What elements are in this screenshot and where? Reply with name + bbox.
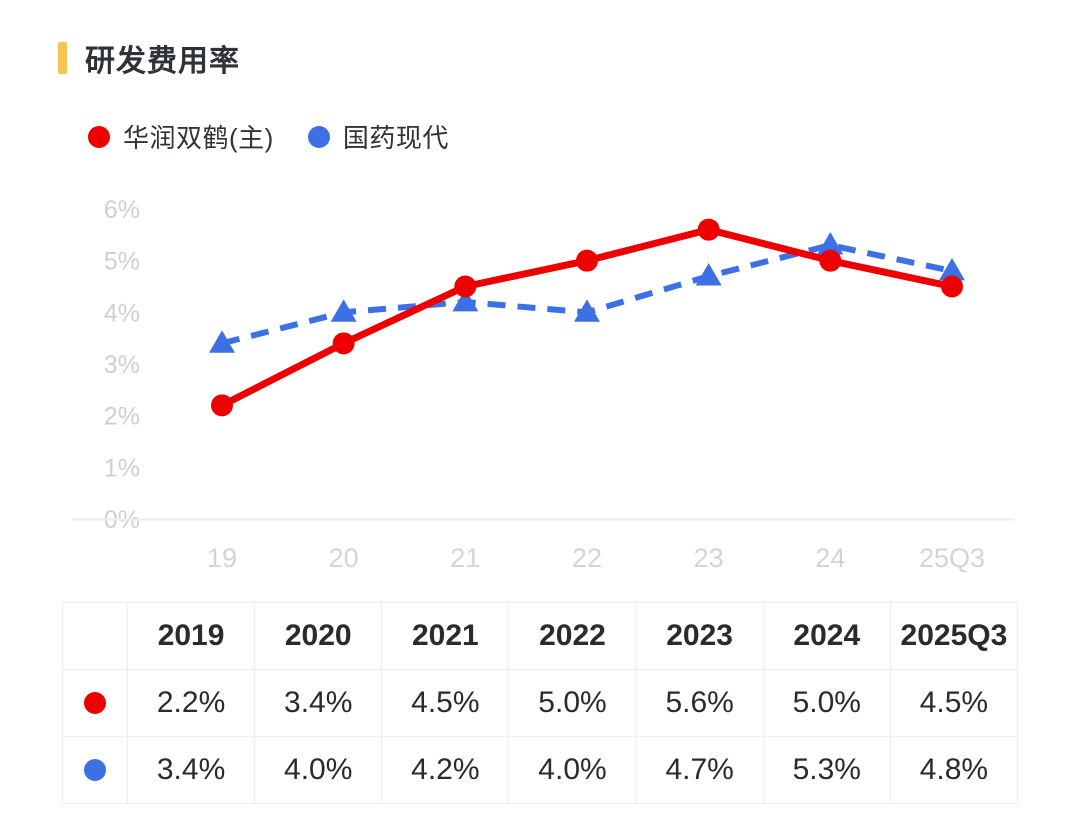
- table-header-cell: 2021: [381, 602, 510, 670]
- legend-marker-circle-icon: [307, 125, 330, 148]
- x-axis-tick-label: 23: [694, 543, 724, 573]
- table-cell: 2.2%: [126, 669, 256, 737]
- table-cell: 4.0%: [254, 736, 383, 804]
- table-cell: 4.2%: [381, 736, 510, 804]
- x-axis-tick-label: 21: [450, 543, 480, 573]
- table-cell: 5.6%: [635, 669, 764, 737]
- y-axis-tick-label: 6%: [104, 196, 140, 224]
- red-data-point-marker: [819, 249, 842, 272]
- table-cell: 4.5%: [889, 669, 1019, 737]
- table-header-row: 2019 2020 2021 2022 2023 2024 2025Q3: [62, 602, 1019, 670]
- title-accent-bar: [58, 42, 67, 74]
- y-axis-tick-label: 1%: [104, 454, 140, 482]
- legend-item-0[interactable]: 华润双鹤(主): [88, 118, 274, 155]
- y-axis: 6%5%4%3%2%1%0%: [104, 196, 140, 534]
- table-cell: 3.4%: [126, 736, 256, 804]
- table-cell: 4.0%: [508, 736, 637, 804]
- table-header-cell: 2020: [254, 602, 383, 670]
- blue-data-point-marker: [695, 263, 722, 286]
- table-cell: 5.0%: [762, 669, 891, 737]
- table-cell: 4.8%: [889, 736, 1019, 804]
- red-data-point-marker: [576, 249, 598, 272]
- y-axis-tick-label: 4%: [104, 299, 140, 327]
- table-header-cell: 2022: [508, 602, 637, 670]
- table-header-cell: 2024: [762, 602, 891, 670]
- y-axis-tick-label: 2%: [104, 403, 140, 431]
- series-line-blue: [209, 232, 965, 353]
- x-axis: 19 20 21 22 23 24 25Q3: [207, 543, 985, 573]
- chart-canvas: 6%5%4%3%2%1%0% 19 20 21 22 23 24 25Q3: [72, 196, 1014, 573]
- x-axis-tick-label: 20: [329, 543, 359, 573]
- table-header-cell: 2019: [126, 602, 256, 670]
- title-label: 研发费用率: [85, 45, 240, 78]
- table-header-cell: 2025Q3: [889, 602, 1019, 670]
- table-cell: 3.4%: [254, 669, 383, 737]
- y-axis-tick-label: 3%: [104, 351, 140, 379]
- table-cell: 4.5%: [381, 669, 510, 737]
- table-row-marker-cell: [62, 669, 128, 737]
- red-data-point-marker: [454, 275, 477, 298]
- chart-legend: 华润双鹤(主) 国药现代: [88, 118, 449, 155]
- red-data-point-marker: [332, 332, 355, 355]
- series-marker-blue-icon: [84, 759, 106, 781]
- red-data-point-marker: [211, 394, 233, 417]
- legend-label-0: 华润双鹤(主): [123, 123, 274, 153]
- blue-data-point-marker: [330, 299, 357, 322]
- x-axis-tick-label: 25Q3: [919, 543, 985, 573]
- table-cell: 4.7%: [635, 736, 764, 804]
- legend-item-1[interactable]: 国药现代: [307, 118, 449, 155]
- line-chart: 6% 5% 4% 3% 2% 1% 0% 19 20 21 22 23 24 25Q3: [0, 180, 1080, 590]
- series-marker-red-icon: [84, 692, 106, 714]
- red-data-point-marker: [697, 218, 720, 241]
- red-data-point-marker: [941, 275, 963, 298]
- blue-data-point-marker: [939, 258, 965, 281]
- x-axis-tick-label: 19: [207, 543, 237, 573]
- y-axis-tick-label: 5%: [104, 248, 140, 276]
- table-header-marker-cell: [62, 602, 128, 670]
- table-header-cell: 2023: [635, 602, 764, 670]
- x-axis-tick-label: 24: [815, 543, 845, 573]
- series-line-red: [211, 218, 963, 417]
- blue-data-point-marker: [574, 299, 600, 322]
- page-title: 研发费用率: [58, 36, 240, 80]
- x-axis-tick-label: 22: [572, 543, 602, 573]
- legend-marker-circle-icon: [88, 125, 110, 148]
- table-row: 3.4% 4.0% 4.2% 4.0% 4.7% 5.3% 4.8%: [62, 736, 1019, 804]
- table-row: 2.2% 3.4% 4.5% 5.0% 5.6% 5.0% 4.5%: [62, 669, 1019, 737]
- table-row-marker-cell: [62, 736, 128, 804]
- table-cell: 5.0%: [508, 669, 637, 737]
- table-cell: 5.3%: [762, 736, 891, 804]
- blue-data-point-marker: [452, 289, 479, 312]
- blue-data-point-marker: [817, 232, 844, 255]
- blue-data-point-marker: [209, 330, 235, 353]
- data-table: 2019 2020 2021 2022 2023 2024 2025Q3 2.2…: [62, 602, 1019, 804]
- legend-label-1: 国药现代: [342, 123, 449, 153]
